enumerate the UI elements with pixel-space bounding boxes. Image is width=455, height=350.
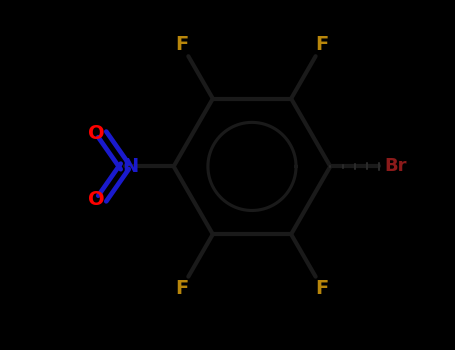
Text: F: F [316,279,329,298]
Text: F: F [175,35,188,54]
Text: N: N [123,157,139,176]
Text: O: O [88,124,105,143]
Text: Br: Br [384,158,406,175]
Text: O: O [88,190,105,209]
Text: F: F [175,279,188,298]
Text: F: F [316,35,329,54]
